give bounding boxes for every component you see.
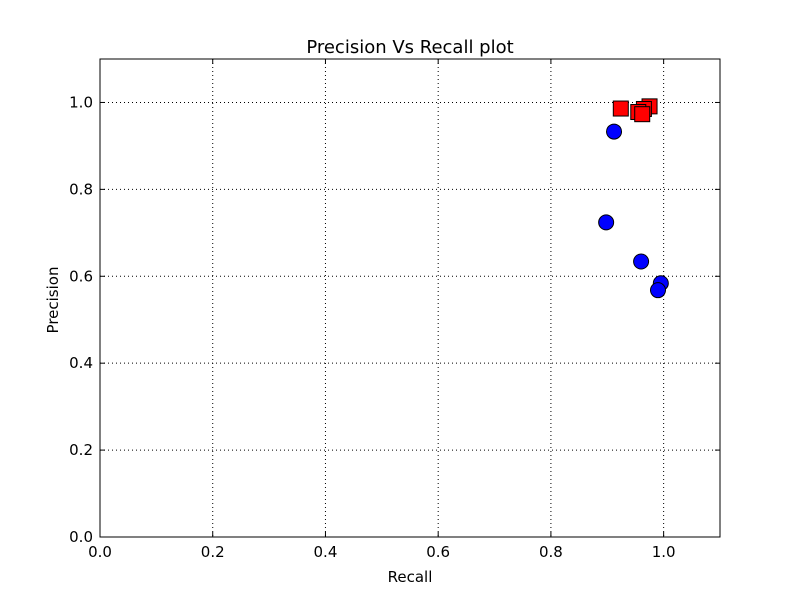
y-tick-label: 0.6	[69, 267, 93, 285]
y-axis-ticks: 0.0 0.2 0.4 0.6 0.8 1.0	[69, 93, 720, 546]
x-tick-label: 0.2	[201, 543, 225, 561]
data-points	[598, 98, 669, 299]
x-tick-label: 0.0	[88, 543, 112, 561]
x-tick-label: 0.6	[426, 543, 450, 561]
y-tick-label: 1.0	[69, 93, 93, 111]
y-axis-label: Precision	[44, 267, 62, 334]
circle-point	[598, 214, 615, 231]
y-tick-label: 0.2	[69, 441, 93, 459]
chart-title: Precision Vs Recall plot	[306, 37, 513, 58]
x-axis-ticks: 0.0 0.2 0.4 0.6 0.8 1.0	[88, 59, 676, 561]
x-tick-label: 0.4	[314, 543, 338, 561]
circle-point	[650, 282, 666, 299]
grid	[100, 59, 720, 537]
x-axis-label: Recall	[388, 568, 433, 586]
plot-frame	[99, 58, 721, 538]
y-tick-label: 0.8	[69, 180, 93, 198]
y-tick-label: 0.0	[69, 528, 93, 546]
circle-point	[606, 123, 623, 140]
square-point	[612, 100, 629, 117]
y-tick-label: 0.4	[69, 354, 93, 372]
x-tick-label: 1.0	[652, 543, 676, 561]
circle-point	[633, 253, 650, 270]
square-point	[634, 106, 651, 123]
x-tick-label: 0.8	[539, 543, 563, 561]
